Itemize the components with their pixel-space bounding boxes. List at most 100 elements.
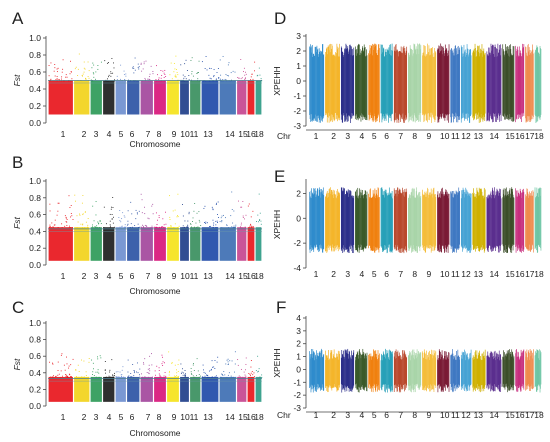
chromosome-block-18 <box>255 67 263 115</box>
x-tick-label: 16 <box>515 410 525 420</box>
chromosome-block-2 <box>74 53 90 115</box>
data-point <box>85 78 87 80</box>
data-point <box>112 218 113 220</box>
y-tick-label: 2 <box>296 339 301 349</box>
panel-label-D: D <box>274 9 286 28</box>
data-point <box>233 376 235 378</box>
data-point <box>182 225 184 227</box>
data-point <box>135 209 137 211</box>
data-point <box>50 227 52 229</box>
data-point <box>151 353 152 355</box>
data-band <box>237 227 247 261</box>
y-tick-label: 0.2 <box>29 101 41 111</box>
data-point <box>206 222 208 224</box>
data-band <box>219 80 236 115</box>
data-point <box>225 363 227 365</box>
data-band <box>201 376 219 402</box>
data-point <box>161 74 163 76</box>
chromosome-block-12 <box>460 44 472 123</box>
data-point <box>171 361 173 363</box>
panel-label-A: A <box>12 9 24 28</box>
data-point <box>170 226 172 228</box>
x-tick-label: 1 <box>314 131 319 141</box>
data-point <box>77 68 79 70</box>
data-point <box>112 375 114 377</box>
y-tick-label: 0.8 <box>29 193 41 203</box>
data-point <box>139 376 141 378</box>
chromosome-block-18 <box>255 355 263 402</box>
data-point <box>188 75 190 76</box>
data-point <box>69 73 71 75</box>
data-point <box>152 70 154 72</box>
data-point <box>175 76 177 78</box>
data-point <box>71 215 73 217</box>
data-point <box>97 371 99 373</box>
data-point <box>177 193 179 195</box>
data-point <box>112 376 114 378</box>
data-point <box>156 223 158 225</box>
data-band <box>180 376 189 402</box>
data-point <box>212 366 214 368</box>
data-point <box>212 208 214 210</box>
data-point <box>253 372 255 374</box>
data-point <box>93 73 95 75</box>
data-point <box>213 76 215 78</box>
data-point <box>88 376 89 378</box>
y-axis-title: XPEHH <box>272 66 282 95</box>
y-tick-label: -1 <box>293 377 301 387</box>
data-point <box>92 362 94 364</box>
data-point <box>213 224 214 226</box>
x-axis-title: Chromosome <box>129 139 180 149</box>
data-band <box>154 80 166 115</box>
data-point <box>81 80 83 82</box>
data-point <box>122 366 124 368</box>
data-point <box>197 370 199 372</box>
data-point <box>87 226 89 228</box>
y-tick-label: -1 <box>293 91 301 101</box>
data-point <box>223 214 224 216</box>
x-tick-label: 16 <box>246 412 256 422</box>
data-point <box>111 359 113 361</box>
data-point <box>85 78 87 80</box>
data-point <box>234 371 235 373</box>
x-tick-label: 18 <box>254 412 264 422</box>
chromosome-block-15 <box>237 357 247 402</box>
data-point <box>164 362 165 364</box>
data-point <box>113 374 115 376</box>
data-point <box>141 199 143 201</box>
data-point <box>50 62 52 64</box>
x-tick-label: 5 <box>372 131 377 141</box>
chromosome-block-4 <box>103 197 116 261</box>
x-tick-label: 4 <box>360 269 365 279</box>
data-point <box>119 226 121 228</box>
x-tick-label: 18 <box>534 131 544 141</box>
data-point <box>165 211 166 213</box>
data-point <box>92 72 94 74</box>
data-point <box>177 216 179 218</box>
x-tick-label: 18 <box>534 269 544 279</box>
data-point <box>138 66 140 68</box>
data-point <box>258 221 260 223</box>
data-point <box>131 226 133 228</box>
data-point <box>258 193 260 195</box>
data-point <box>174 364 176 366</box>
data-point <box>98 376 100 378</box>
data-point <box>249 373 251 375</box>
data-point <box>87 224 89 226</box>
data-point <box>92 205 94 207</box>
data-point <box>121 376 122 377</box>
data-point <box>57 202 59 204</box>
data-point <box>212 226 214 228</box>
data-point <box>235 224 237 226</box>
data-point <box>219 221 221 223</box>
data-point <box>221 215 223 217</box>
data-point <box>69 207 71 209</box>
data-point <box>173 71 175 73</box>
data-point <box>257 214 259 216</box>
x-tick-label: 1 <box>314 410 319 420</box>
data-point <box>113 62 114 64</box>
x-tick-label: 18 <box>534 410 544 420</box>
data-point <box>169 219 171 220</box>
